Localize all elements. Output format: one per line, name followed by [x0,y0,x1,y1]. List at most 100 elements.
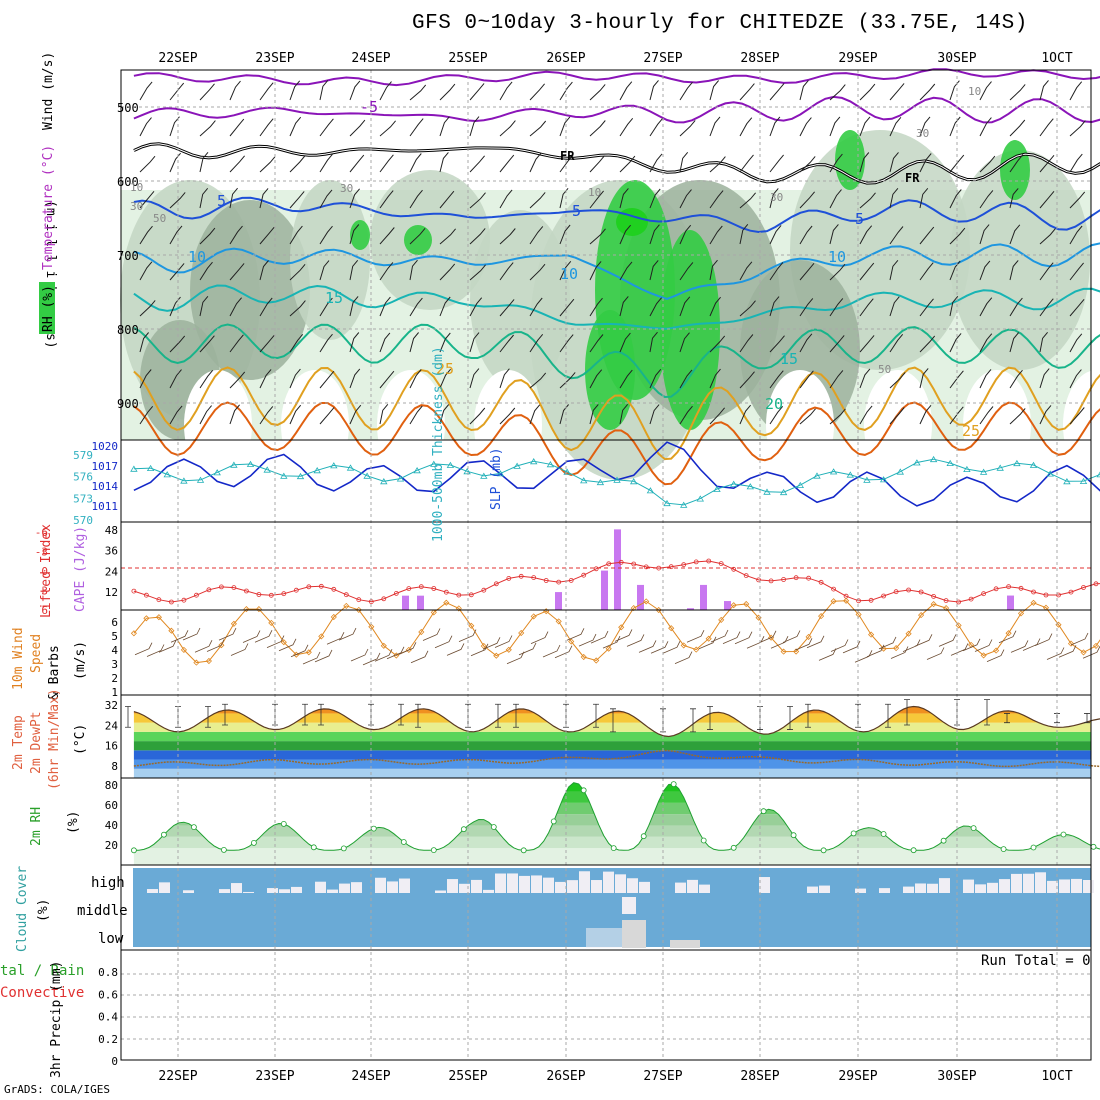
rh2m-marker [760,808,767,815]
wind-barb [379,332,391,353]
wind-barb [859,262,875,281]
wind-barb [979,155,996,173]
thickness-tick: 579 [73,449,93,462]
thickness-marker [579,477,588,484]
rh-blob [470,210,570,390]
wind-speed-marker [930,601,937,608]
wind-tick: 5 [111,630,118,643]
temp-minmax-bar [904,699,910,726]
wind-barb [619,188,629,209]
lifted-index-marker [181,597,187,603]
wind-barb [319,79,329,101]
temp-band [133,741,1091,751]
cloud-high-gap [1035,872,1046,893]
isotherm-line-top [133,68,1100,87]
temp2m-line [133,705,1100,738]
wind-barb-10m [626,634,645,647]
cloud-high-gap [579,871,590,893]
rh-moist-core [660,230,720,430]
thickness-marker [713,485,721,492]
wind-speed-marker [1092,642,1100,649]
wind-speed-line [133,600,1100,664]
cloud-high-gap [447,879,458,893]
rh-dry-pocket [377,370,445,480]
temp-minmax-bar [318,703,324,726]
wind-speed-marker [955,622,962,629]
cloud-high-gap [243,891,254,893]
upper-wind-barbs [139,79,1086,425]
lifted-index-marker [656,565,662,571]
wind-barb [769,225,782,245]
lifted-index-marker [168,599,174,605]
wind-speed-marker [568,638,575,645]
wind-barb-10m [458,629,477,642]
lifted-index-marker [193,592,199,598]
thickness-marker [313,467,321,474]
wind-barb [949,116,961,137]
wind-barb [649,297,662,317]
temp2m-tick: 32 [105,699,118,712]
wind-barb [439,228,456,245]
temp-minmax-bar [805,703,811,728]
rh2m-marker [1000,846,1007,852]
precip-label-a: tal / Rain [0,963,84,979]
thickness-marker [1029,461,1038,468]
wind-barb [589,228,606,245]
cloud-high-gap [519,875,530,893]
rh-band [133,814,1091,826]
wind-barb [649,153,663,173]
wind-barb [439,190,455,209]
wind-barb [259,188,269,209]
wind-barb [439,332,451,353]
wind-barb-10m [374,649,393,662]
wind10m-series [130,597,1100,666]
lifted-index-marker [518,573,524,579]
wind-barb [619,296,629,317]
rh-dry-pocket [184,370,252,480]
thickness-marker [230,461,238,468]
cloud-high-gap [567,880,578,893]
cloud-high-gap [267,888,278,893]
cape-bar [402,595,409,610]
lifted-index-marker [243,588,249,594]
lifted-index-marker [706,558,712,564]
wind-barb-10m [674,651,693,664]
wind-barb [259,260,269,281]
wind-barb-10m [1046,647,1065,660]
wind-barb [589,84,606,101]
wind-barb [1069,407,1085,425]
thickness-tick: 570 [73,514,93,527]
thickness-marker [613,476,621,483]
cloud-high-gap [975,884,986,893]
thickness-marker [646,487,655,494]
wind-tick: 6 [111,616,118,629]
thickness-marker [996,464,1004,471]
cloud-high-gap [855,888,866,893]
wind-barb [199,83,215,101]
date-label-top: 28SEP [740,51,779,66]
temp-minmax-bar [984,699,990,726]
lifted-index-marker [968,596,974,602]
wind-barb [889,116,902,137]
isotherm-label-15a: 15 [325,289,343,307]
cape-tick: 24 [105,565,119,578]
lifted-index-marker [581,572,587,578]
thickness-marker [463,468,471,475]
thickness-marker [629,478,638,485]
wind-speed-marker [593,657,600,664]
lifted-index-marker [1081,585,1086,590]
rh2m-marker [880,831,887,837]
wind-barb [799,191,815,209]
wind-barb [679,405,693,425]
rh-band [133,848,1091,865]
run-total: Run Total = 0 [981,953,1091,969]
rh-moist-core [585,310,635,430]
wind-barb [1069,262,1084,281]
isotherm-20 [133,323,1100,399]
cloud-high-gap [531,875,542,893]
isotherm-label-10b: 10 [560,265,578,283]
wind-barb [289,80,301,101]
wind-barb-10m [434,635,453,649]
wind-barb [439,263,456,281]
rh-dry-pocket [864,370,932,480]
